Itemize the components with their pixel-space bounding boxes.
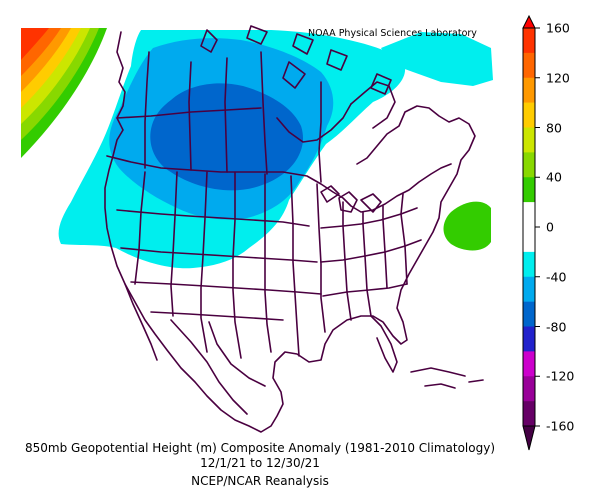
pacific-positive-anomaly — [21, 28, 107, 158]
colorbar-over-arrow — [522, 14, 536, 29]
colorbar-bin — [523, 401, 535, 427]
colorbar-bin — [523, 251, 535, 278]
colorbar-tick-label: 160 — [546, 20, 570, 36]
caption-title: 850mb Geopotential Height (m) Composite … — [24, 441, 495, 455]
colorbar-tick-label: 40 — [546, 169, 562, 185]
colorbar-bin — [523, 227, 535, 253]
credit-label: NOAA Physical Sciences Laboratory — [308, 28, 477, 39]
anomaly-map — [21, 22, 493, 440]
colorbar-tick-label: -160 — [546, 418, 575, 434]
colorbar-tick-label: 0 — [546, 219, 554, 235]
atlantic-positive-anomaly — [443, 201, 491, 251]
colorbar-tick-label: -40 — [546, 269, 567, 285]
colorbar-tick-label: 120 — [546, 70, 570, 86]
colorbar-bin — [523, 301, 535, 327]
colorbar-bin — [523, 127, 535, 153]
colorbar-under-arrow — [522, 425, 536, 451]
colorbar-bin — [523, 77, 535, 103]
colorbar-bin — [523, 28, 535, 54]
caption-dates: 12/1/21 to 12/30/21 — [200, 456, 320, 470]
negative-anomaly-light-northeast — [381, 32, 493, 86]
colorbar-ticks — [535, 27, 540, 427]
colorbar-bin — [523, 376, 535, 402]
colorbar — [522, 14, 540, 451]
colorbar-bin — [523, 276, 535, 302]
colorbar-bin — [523, 177, 535, 203]
colorbar-tick-label: -120 — [546, 368, 575, 384]
colorbar-bin — [523, 351, 535, 377]
colorbar-tick-label: 80 — [546, 120, 562, 135]
political-boundaries — [104, 25, 484, 433]
colorbar-bins — [523, 28, 535, 427]
colorbar-bin — [523, 152, 535, 178]
colorbar-bin — [523, 102, 535, 128]
colorbar-bin — [523, 52, 535, 79]
colorbar-bin — [523, 202, 535, 228]
caption-source: NCEP/NCAR Reanalysis — [191, 474, 329, 488]
colorbar-bin — [523, 326, 535, 352]
colorbar-tick-label: -80 — [546, 319, 567, 334]
